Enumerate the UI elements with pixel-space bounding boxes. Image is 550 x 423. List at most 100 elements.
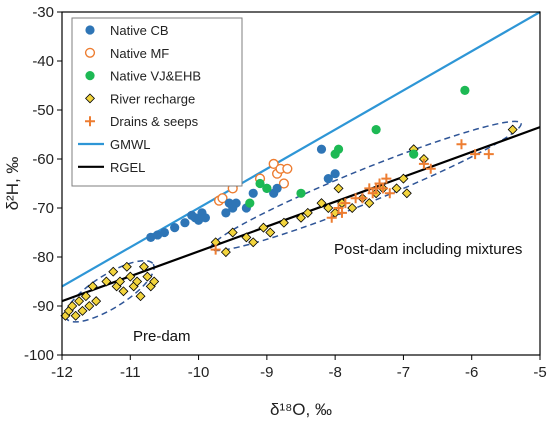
legend-label: Native VJ&EHB (110, 69, 201, 84)
data-point-river-recharge (333, 183, 344, 194)
data-point-river-recharge (125, 271, 136, 282)
legend-label: RGEL (110, 160, 145, 175)
legend-item-river-recharge: River recharge (85, 91, 195, 106)
data-point-river-recharge (323, 203, 334, 213)
legend-item-native-vj-ehb: Native VJ&EHB (85, 69, 201, 84)
data-point-native-cb (180, 218, 190, 228)
data-point-native-vj-ehb (371, 125, 381, 135)
data-point-native-mf (268, 158, 279, 170)
data-point-river-recharge (227, 227, 238, 238)
data-point-drains-seeps (377, 183, 388, 194)
legend-marker-native-vj-ehb (85, 71, 95, 81)
data-point-native-mf (282, 163, 293, 174)
data-point-drains-seeps (326, 212, 337, 223)
data-point-river-recharge (70, 310, 81, 321)
data-point-river-recharge (91, 296, 102, 307)
data-point-drains-seeps (340, 198, 351, 209)
legend-label: Native CB (110, 23, 169, 38)
legend-item-native-cb: Native CB (85, 23, 169, 38)
data-point-native-mf (217, 193, 228, 204)
data-point-native-mf (278, 178, 290, 189)
data-point-native-vj-ehb (245, 198, 255, 208)
legend-item-rgel: RGEL (78, 160, 145, 175)
data-point-native-cb (231, 198, 241, 208)
legend-box (71, 17, 243, 187)
data-point-river-recharge (296, 212, 306, 223)
legend: Native CB Native MF Native VJ&EHB River rec… (71, 17, 243, 187)
y-tick-label: -50 (32, 102, 54, 119)
data-point-drains-seeps (483, 149, 494, 160)
data-point-drains-seeps (425, 163, 436, 174)
data-point-native-cb (224, 198, 234, 208)
data-point-river-recharge (77, 305, 88, 316)
y-axis-title: δ²H, ‰ (3, 157, 22, 211)
line-gmwl (61, 11, 541, 288)
y-tick-label: -60 (32, 151, 54, 168)
data-point-native-cb (221, 208, 231, 218)
y-tick-label: -30 (32, 4, 54, 21)
data-point-native-cb (200, 213, 210, 223)
data-point-river-recharge (132, 276, 143, 287)
x-tick-label: -11 (120, 364, 141, 381)
data-point-river-recharge (507, 124, 518, 135)
x-tick-label: -12 (51, 364, 73, 381)
data-point-drains-seeps (456, 139, 467, 150)
data-point-native-vj-ehb (409, 149, 419, 159)
annotation-post-dam: Post-dam including mixtures (334, 241, 522, 258)
data-point-native-cb (248, 188, 258, 198)
series-native-vj-ehb (245, 85, 470, 208)
data-point-native-cb (272, 183, 282, 193)
y-tick-label: -40 (32, 53, 54, 70)
data-point-river-recharge (265, 227, 276, 238)
data-point-river-recharge (121, 261, 132, 272)
legend-label: GMWL (110, 137, 150, 152)
y-axis-ticks: -100 -90 -80 -70 -60 -50 -40 -30 (24, 4, 62, 364)
legend-label: Drains & seeps (110, 114, 199, 129)
data-point-native-vj-ehb (333, 144, 344, 154)
data-point-river-recharge (316, 198, 327, 209)
legend-item-drains-seeps: Drains & seeps (85, 114, 199, 129)
data-point-river-recharge (138, 261, 149, 272)
legend-marker-native-mf (84, 47, 96, 58)
y-tick-label: -100 (24, 347, 54, 364)
legend-label: Native MF (110, 46, 169, 61)
data-point-river-recharge (84, 301, 95, 311)
x-tick-label: -5 (533, 364, 546, 381)
x-tick-label: -9 (260, 364, 273, 381)
data-point-native-vj-ehb (255, 178, 265, 189)
data-point-river-recharge (241, 232, 252, 243)
data-point-drains-seeps (336, 207, 347, 218)
data-point-river-recharge (364, 198, 375, 209)
data-point-native-cb (316, 144, 327, 154)
data-points (60, 85, 518, 321)
data-point-drains-seeps (357, 193, 368, 204)
data-point-river-recharge (398, 173, 409, 184)
annotation-pre-dam: Pre-dam (133, 328, 191, 345)
data-point-river-recharge (391, 183, 402, 194)
y-tick-label: -90 (32, 298, 54, 315)
data-point-native-vj-ehb (262, 183, 272, 193)
annotations: Pre-dam Post-dam including mixtures (133, 241, 522, 345)
legend-marker-river-recharge (85, 93, 95, 104)
data-point-native-cb (159, 227, 170, 238)
data-point-native-cb (323, 174, 333, 184)
data-point-drains-seeps (381, 173, 392, 184)
plot-area-frame (61, 11, 541, 356)
data-point-river-recharge (258, 222, 269, 233)
data-point-river-recharge (80, 291, 91, 302)
data-point-drains-seeps (384, 188, 395, 199)
data-point-river-recharge (118, 286, 129, 297)
data-point-river-recharge (220, 247, 231, 258)
x-tick-label: -10 (188, 364, 210, 381)
data-point-river-recharge (135, 291, 146, 302)
data-point-native-vj-ehb (296, 188, 306, 198)
legend-marker-native-cb (85, 25, 95, 35)
data-point-river-recharge (108, 266, 119, 277)
data-point-river-recharge (302, 207, 313, 218)
x-tick-label: -7 (397, 364, 410, 381)
series-drains-seeps (210, 139, 494, 255)
y-tick-label: -70 (32, 200, 54, 217)
data-point-river-recharge (142, 271, 153, 282)
data-point-drains-seeps (470, 149, 481, 160)
data-point-river-recharge (149, 276, 160, 287)
